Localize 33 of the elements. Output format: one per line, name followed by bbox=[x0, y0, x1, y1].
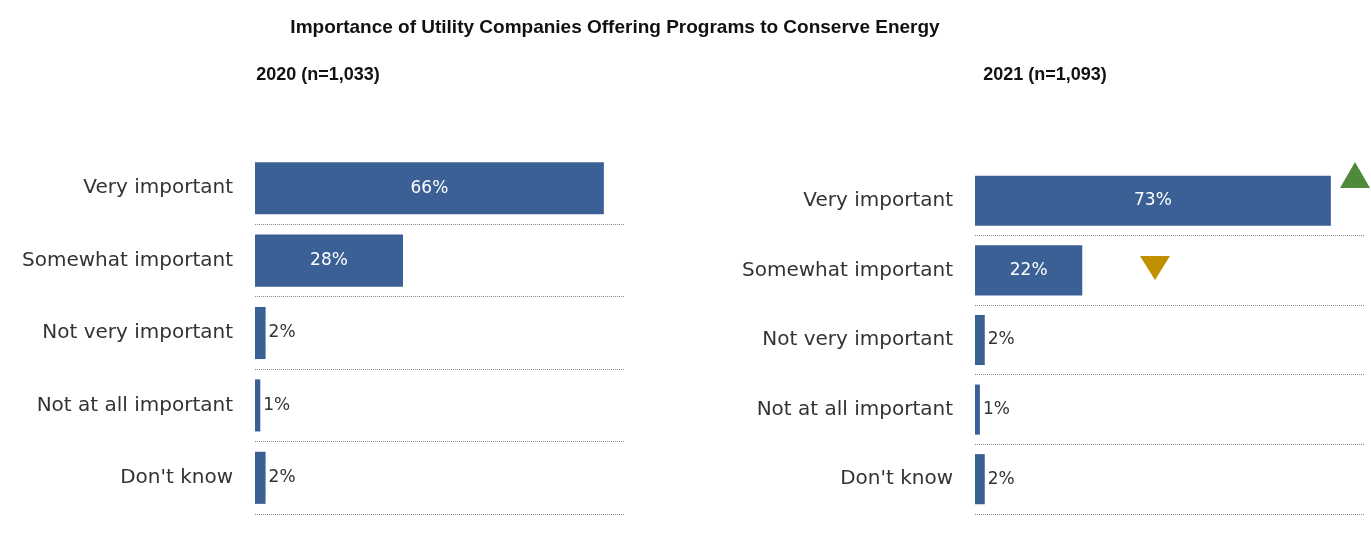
y-tick-label: Not at all important bbox=[756, 395, 954, 420]
bar bbox=[255, 379, 261, 432]
bar bbox=[975, 384, 980, 435]
y-tick-label: Not very important bbox=[762, 326, 954, 351]
y-tick-label: Somewhat important bbox=[742, 256, 954, 281]
y-tick-label: Somewhat important bbox=[22, 246, 234, 271]
bar bbox=[255, 451, 266, 504]
bar bbox=[255, 306, 266, 360]
data-label: 73% bbox=[1134, 189, 1172, 210]
data-label: 2% bbox=[268, 466, 296, 487]
bar bbox=[975, 175, 1331, 226]
y-tick-label: Very important bbox=[803, 187, 954, 211]
y-tick-label: Don't know bbox=[120, 464, 234, 488]
data-label: 2% bbox=[987, 467, 1015, 488]
chart-subtitle: 2020 (n=1,033) bbox=[256, 64, 380, 85]
chart-subtitle: 2021 (n=1,093) bbox=[983, 64, 1107, 85]
data-label: 28% bbox=[310, 249, 348, 270]
bar bbox=[975, 454, 985, 505]
data-label: 22% bbox=[1009, 258, 1048, 279]
chart-title: Importance of Utility Companies Offering Programs to Conserve Energy bbox=[290, 16, 940, 38]
y-tick-label: Not very important bbox=[42, 319, 234, 344]
y-tick-label: Very important bbox=[83, 174, 234, 199]
data-label: 2% bbox=[268, 321, 296, 342]
data-label: 1% bbox=[982, 398, 1010, 419]
y-tick-label: Not at all important bbox=[36, 391, 234, 416]
data-label: 1% bbox=[263, 393, 291, 414]
bar bbox=[255, 234, 404, 287]
data-label: 66% bbox=[410, 176, 449, 197]
bar bbox=[255, 162, 604, 215]
y-tick-label: Don't know bbox=[840, 465, 954, 490]
bar bbox=[975, 314, 985, 366]
bar bbox=[975, 245, 1083, 296]
data-label: 2% bbox=[987, 328, 1015, 349]
